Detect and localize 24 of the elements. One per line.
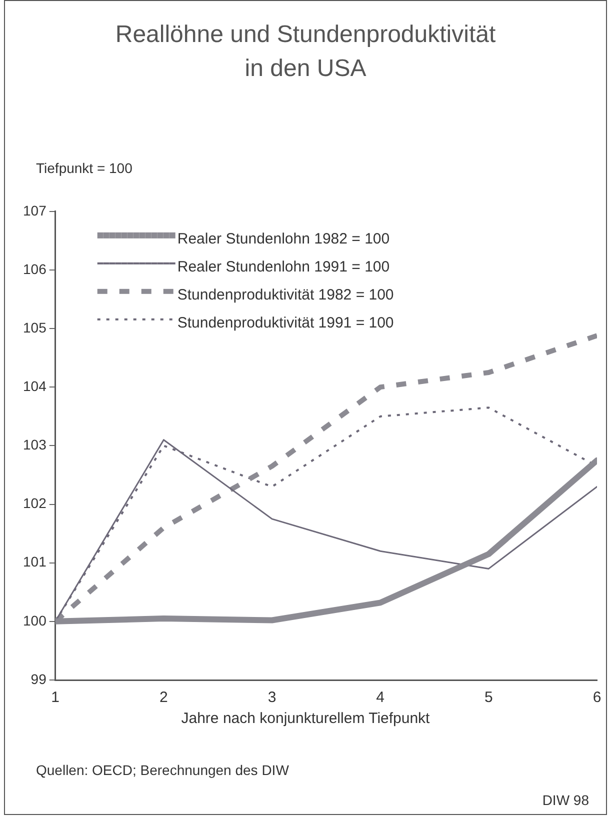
x-axis-title: Jahre nach konjunkturellem Tiefpunkt bbox=[180, 710, 431, 727]
x-tick-label: 2 bbox=[160, 689, 168, 706]
x-tick-label: 4 bbox=[376, 689, 385, 706]
y-tick-label: 100 bbox=[23, 612, 47, 628]
y-tick-label: 103 bbox=[23, 436, 47, 453]
y-tick-label: 106 bbox=[23, 260, 47, 277]
text: DIW 98 bbox=[542, 792, 589, 808]
x-tick-label: 1 bbox=[51, 689, 60, 706]
y-tick-label: 101 bbox=[23, 554, 47, 570]
legend-label: Realer Stundenlohn 1982 = 100 bbox=[177, 230, 390, 248]
legend-label: Stundenproduktivität 1982 = 100 bbox=[177, 286, 394, 304]
legend-label: Stundenproduktivität 1991 = 100 bbox=[177, 314, 394, 332]
legend-label: Realer Stundenlohn 1991 = 100 bbox=[177, 258, 390, 276]
x-tick-label: 5 bbox=[484, 689, 493, 706]
y-tick-label: 105 bbox=[23, 319, 47, 336]
y-tick-label: 107 bbox=[23, 202, 47, 218]
y-axis-title: Tiefpunkt = 100 bbox=[36, 160, 132, 176]
y-tick-label: 99 bbox=[30, 670, 47, 687]
source-note: Quellen: OECD; Berechnungen des DIW bbox=[36, 762, 289, 778]
chart-title: Reallöhne und Stundenproduktivität in den USA bbox=[114, 20, 497, 84]
y-tick-label: 102 bbox=[23, 495, 47, 512]
x-tick-label: 6 bbox=[592, 689, 602, 706]
x-tick-label: 3 bbox=[268, 689, 276, 706]
y-tick-label: 104 bbox=[23, 378, 47, 394]
